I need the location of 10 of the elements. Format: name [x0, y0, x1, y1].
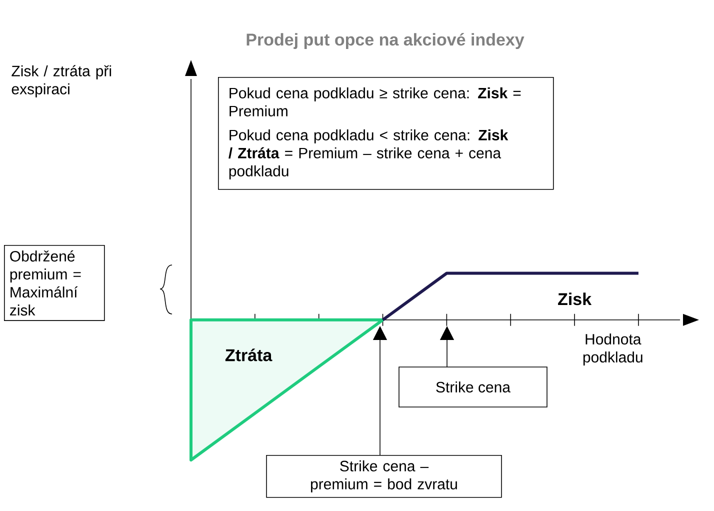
series-label: Zisk: [558, 292, 592, 306]
annotation: Strike cena: [436, 381, 511, 392]
chart-title: Prodej put opce na akciové indexy: [246, 32, 524, 49]
x-axis-title: Hodnota podkladu: [583, 334, 642, 366]
text: Zisk / ztráta při exspiraci: [12, 65, 112, 98]
series-label: Ztráta: [225, 348, 272, 362]
text: Pokud cena podkladu ≥ strike cena: Zisk = Premium: [230, 87, 521, 116]
text: Obdržené premium = Maximální zisk: [10, 250, 81, 316]
text: Strike cena – premium = bod zvratu: [310, 460, 457, 492]
text: Pokud cena podkladu < strike cena: Zisk / Ztráta = Premium – strike cena + cena podkladu: [228, 129, 508, 180]
